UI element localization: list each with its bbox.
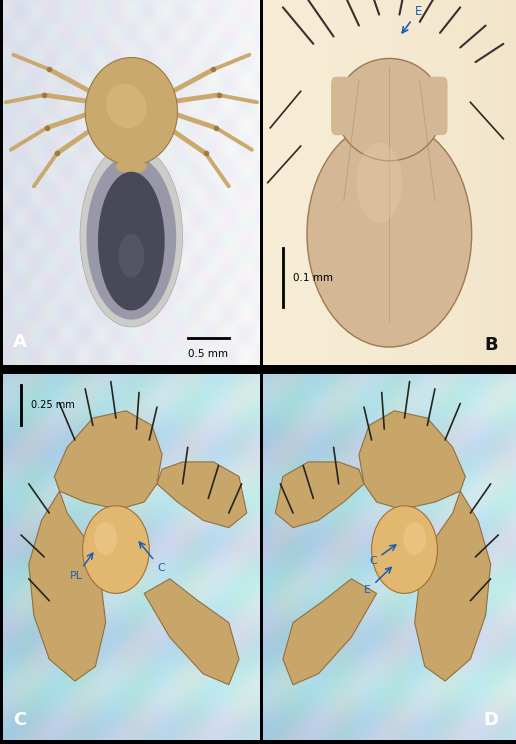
Ellipse shape: [116, 159, 147, 173]
Ellipse shape: [307, 121, 472, 347]
Polygon shape: [29, 491, 106, 681]
Text: E: E: [364, 568, 391, 595]
Ellipse shape: [119, 234, 144, 278]
Polygon shape: [276, 462, 364, 527]
Polygon shape: [54, 411, 162, 510]
Ellipse shape: [372, 506, 438, 594]
Ellipse shape: [106, 84, 147, 128]
FancyBboxPatch shape: [331, 77, 447, 135]
Text: 0.5 mm: 0.5 mm: [188, 349, 228, 359]
Ellipse shape: [80, 144, 183, 327]
Text: C: C: [139, 542, 165, 574]
Ellipse shape: [336, 59, 443, 161]
Polygon shape: [415, 491, 491, 681]
Ellipse shape: [404, 522, 426, 555]
Text: E: E: [402, 4, 422, 33]
Text: C: C: [369, 545, 396, 566]
Polygon shape: [144, 579, 239, 684]
Ellipse shape: [94, 522, 117, 555]
Text: D: D: [483, 711, 498, 728]
Polygon shape: [157, 462, 247, 527]
Ellipse shape: [98, 172, 165, 310]
Text: C: C: [13, 711, 27, 728]
Polygon shape: [283, 579, 377, 684]
Text: 0.1 mm: 0.1 mm: [293, 272, 333, 283]
Ellipse shape: [357, 142, 402, 223]
Polygon shape: [359, 411, 465, 510]
Text: B: B: [485, 336, 498, 354]
Ellipse shape: [85, 57, 178, 165]
Ellipse shape: [83, 506, 149, 594]
Text: PL: PL: [70, 554, 93, 581]
Text: 0.25 mm: 0.25 mm: [31, 400, 75, 410]
Ellipse shape: [87, 155, 176, 320]
Text: A: A: [13, 333, 27, 350]
